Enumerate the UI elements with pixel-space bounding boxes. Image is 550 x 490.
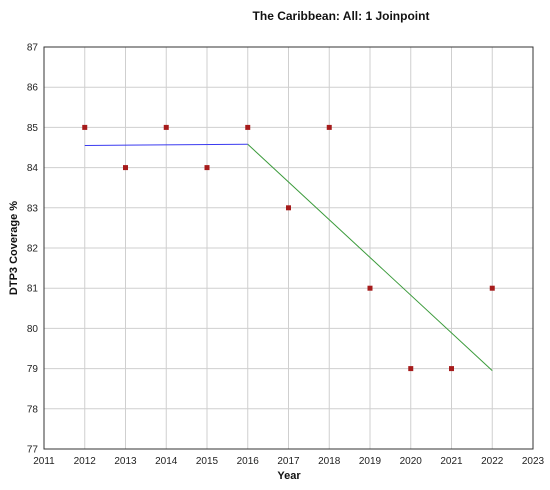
x-tick-label: 2011	[33, 456, 55, 467]
x-tick-label: 2017	[277, 456, 300, 467]
data-point	[449, 366, 454, 372]
x-tick-label: 2018	[318, 456, 341, 467]
x-tick-label: 2022	[481, 456, 504, 467]
x-axis-title: Year	[277, 470, 301, 482]
grid	[43, 46, 534, 450]
x-tick-label: 2014	[155, 456, 178, 467]
chart-title: The Caribbean: All: 1 Joinpoint	[253, 9, 430, 23]
x-axis-ticks: 2011 2012 2013 2014 2015 2016 2017 2018 2019 2020…	[33, 456, 544, 467]
data-point	[489, 285, 495, 291]
y-tick-label: 85	[27, 123, 39, 134]
x-tick-label: 2016	[237, 456, 260, 467]
data-point	[408, 366, 414, 372]
y-axis-ticks: 77 78 79 80 81 82 83 84 85 86 87	[27, 43, 39, 456]
x-tick-label: 2019	[359, 456, 382, 467]
x-tick-label: 2012	[74, 456, 97, 467]
data-point	[367, 285, 373, 291]
x-tick-label: 2021	[440, 456, 463, 467]
y-tick-label: 82	[27, 244, 39, 255]
y-tick-label: 80	[27, 324, 39, 335]
y-axis-title: DTP3 Coverage %	[8, 201, 20, 295]
data-point	[163, 124, 169, 130]
x-tick-label: 2023	[522, 456, 545, 467]
series-layer	[82, 124, 495, 372]
data-point	[204, 165, 210, 171]
data-point	[326, 124, 332, 130]
y-tick-label: 81	[27, 284, 39, 295]
data-point	[82, 124, 88, 130]
y-tick-label: 86	[27, 83, 39, 94]
data-point	[245, 124, 251, 130]
x-tick-label: 2020	[400, 456, 423, 467]
y-tick-label: 79	[27, 364, 39, 375]
trend-line-segment	[84, 143, 248, 146]
y-tick-label: 78	[27, 404, 39, 415]
y-tick-label: 77	[27, 445, 39, 456]
x-tick-label: 2013	[114, 456, 137, 467]
y-tick-label: 83	[27, 203, 39, 214]
plot-area-frame	[43, 46, 534, 450]
data-point	[286, 205, 291, 211]
trend-line-segment	[247, 143, 493, 371]
y-tick-label: 87	[27, 43, 39, 54]
x-tick-label: 2015	[196, 456, 219, 467]
y-tick-label: 84	[27, 163, 39, 174]
data-point	[123, 165, 128, 171]
